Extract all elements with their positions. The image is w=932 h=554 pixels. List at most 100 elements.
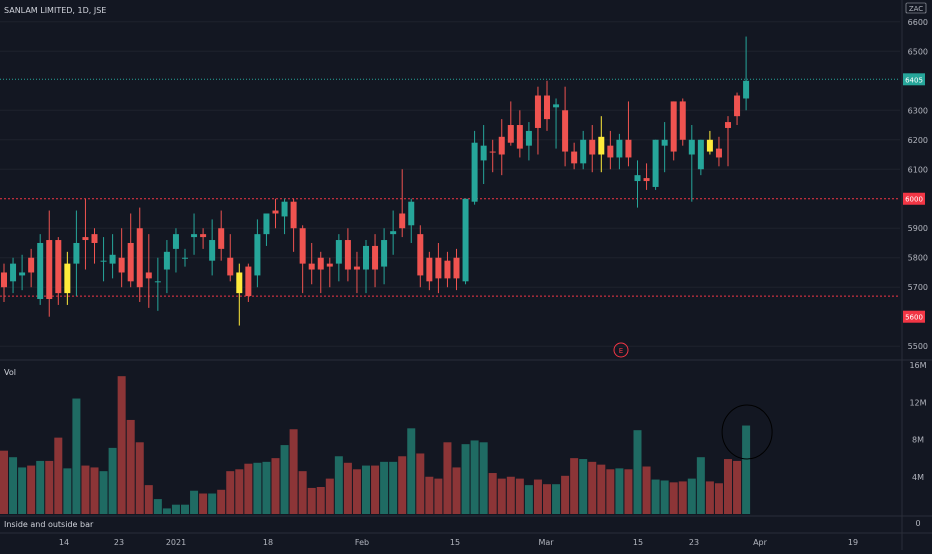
candle-body [281, 201, 288, 217]
candle-body [516, 125, 523, 149]
volume-bar [72, 398, 81, 514]
volume-bar [669, 482, 678, 514]
volume-bar [280, 445, 289, 514]
volume-bar [235, 469, 244, 514]
candle-body [118, 257, 125, 273]
horizontal-lines [0, 78, 900, 297]
candle-body [290, 201, 297, 229]
price-tick-label: 6600 [908, 18, 928, 27]
candle-body [37, 242, 44, 300]
volume-bar [0, 450, 8, 514]
candle-body [616, 139, 623, 158]
volume-pane-label[interactable]: Vol [4, 368, 16, 377]
current-price-box [903, 73, 925, 86]
level-price-box [903, 192, 925, 205]
candle-body [544, 95, 550, 120]
candle-body [625, 139, 632, 158]
volume-bar [162, 508, 171, 514]
volume-bar [153, 499, 162, 514]
volume-bar [262, 461, 271, 514]
volume-bar [416, 453, 425, 514]
volume-bar [307, 487, 316, 514]
volume-bar [434, 478, 443, 514]
volume-tick-label: 8M [912, 436, 924, 445]
candle-body [534, 95, 541, 128]
volume-bar [289, 429, 298, 514]
volume-bar [244, 463, 253, 514]
candlestick-series [1, 36, 750, 326]
time-tick-label: 15 [633, 538, 643, 547]
volume-bar [81, 465, 90, 514]
candle-body [299, 228, 306, 264]
volume-tick-label: 12M [909, 398, 926, 407]
candle-body [670, 101, 677, 152]
candle-body [679, 101, 686, 140]
volume-bar [488, 473, 497, 514]
candle-body [227, 257, 234, 276]
price-tick-label: 6200 [908, 136, 928, 145]
volume-bar [352, 469, 361, 514]
candle-body [172, 234, 179, 249]
volume-bar [533, 479, 542, 514]
candle-body [200, 234, 207, 238]
overlays: E [613, 342, 773, 460]
candle-body [589, 139, 596, 155]
annotation-circle [721, 404, 773, 460]
volume-bar [678, 481, 687, 514]
candle-body [91, 234, 98, 243]
volume-bar [696, 457, 705, 514]
current-price-label: 6405 [905, 76, 923, 84]
candle-body [353, 266, 360, 270]
volume-bar [597, 464, 606, 514]
volume-bar [606, 469, 615, 514]
volume-bar [660, 480, 669, 514]
volume-bar [588, 461, 597, 514]
candle-body [634, 175, 641, 182]
candle-body [145, 272, 152, 279]
time-tick-label: Mar [538, 538, 554, 547]
candle-body [46, 240, 53, 300]
candle-body [562, 110, 569, 152]
volume-bar [633, 430, 642, 514]
time-tick-label: Feb [355, 538, 369, 547]
volume-bar [45, 460, 54, 514]
candle-body [381, 240, 388, 267]
candle-body [136, 228, 143, 288]
volume-bar [99, 471, 108, 514]
candle-body [326, 263, 333, 267]
level-price-label: 5600 [905, 314, 923, 322]
candle-body [363, 245, 369, 270]
candle-body [127, 242, 134, 282]
volume-bar [298, 471, 307, 514]
volume-bar [36, 460, 45, 514]
time-tick-label: 19 [848, 538, 858, 547]
candle-body [335, 240, 342, 264]
candle-body [1, 272, 7, 288]
volume-bar [343, 462, 352, 514]
candle-body [734, 95, 741, 117]
volume-tick-label: 16M [909, 361, 926, 370]
indicator-pane-label[interactable]: Inside and outside bar [4, 520, 94, 529]
time-tick-label: Apr [753, 538, 768, 547]
volume-bar [271, 458, 280, 514]
volume-bar [54, 437, 63, 514]
candle-body [715, 148, 722, 158]
volume-bar [579, 459, 588, 514]
candle-body [725, 122, 731, 128]
volume-bar [742, 425, 751, 514]
volume-bar [199, 493, 208, 514]
time-tick-label: 2021 [166, 538, 186, 547]
earnings-marker [613, 342, 629, 358]
candle-body [272, 210, 279, 214]
candle-body [435, 257, 442, 279]
symbol-title[interactable]: SANLAM LIMITED, 1D, JSE [4, 6, 107, 15]
volume-bar [651, 479, 660, 514]
volume-bar [425, 476, 434, 514]
candle-body [471, 142, 478, 202]
volume-bar [334, 456, 343, 514]
candle-body [652, 139, 659, 187]
volume-bar [208, 493, 217, 514]
volume-bar [171, 504, 180, 514]
